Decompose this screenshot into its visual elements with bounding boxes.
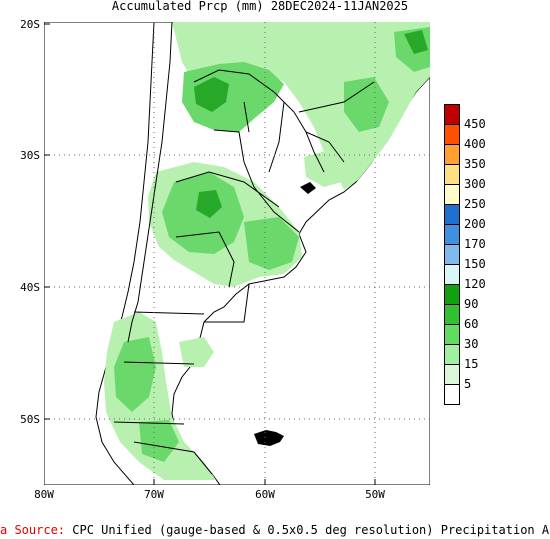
legend-swatch [444, 264, 460, 285]
precip-dark [194, 30, 428, 218]
legend-swatch [444, 344, 460, 365]
lon-label-70w: 70W [144, 488, 164, 501]
legend-label: 300 [464, 177, 486, 191]
legend-swatch [444, 224, 460, 245]
source-text: CPC Unified (gauge-based & 0.5x0.5 deg r… [72, 523, 550, 537]
legend-label: 400 [464, 137, 486, 151]
legend-label: 5 [464, 377, 472, 391]
legend-swatch [444, 144, 460, 165]
lon-label-60w: 60W [255, 488, 275, 501]
legend-label: 150 [464, 257, 486, 271]
data-source-footer: a Source: CPC Unified (gauge-based & 0.5… [0, 523, 550, 537]
map-title: Accumulated Prcp (mm) 28DEC2024-11JAN202… [111, 0, 409, 13]
lat-label-20s: 20S [20, 18, 40, 31]
legend-label: 350 [464, 157, 486, 171]
legend-swatch [444, 324, 460, 345]
legend-label: 450 [464, 117, 486, 131]
legend-swatch [444, 284, 460, 305]
legend-label: 30 [464, 337, 479, 351]
legend-swatch [444, 364, 460, 385]
legend-swatch [444, 104, 460, 125]
legend-label: 15 [464, 357, 479, 371]
tick-marks [44, 23, 376, 485]
legend-label: 170 [464, 237, 486, 251]
lat-label-50s: 50S [20, 413, 40, 426]
legend-swatch [444, 124, 460, 145]
legend-label: 90 [464, 297, 479, 311]
legend-swatch [444, 184, 460, 205]
island [300, 182, 316, 194]
lat-label-30s: 30S [20, 149, 40, 162]
lat-label-40s: 40S [20, 281, 40, 294]
lon-label-80w: 80W [34, 488, 54, 501]
legend-swatch [444, 164, 460, 185]
legend-swatch [444, 204, 460, 225]
legend-swatch [444, 244, 460, 265]
legend-label: 200 [464, 217, 486, 231]
falkland-islands [254, 430, 284, 446]
legend-label: 120 [464, 277, 486, 291]
precip-mid [114, 27, 430, 462]
grid-lines [44, 22, 430, 485]
map-panel [44, 22, 430, 485]
source-label: a Source: [0, 523, 66, 537]
lon-label-50w: 50W [365, 488, 385, 501]
legend-label: 250 [464, 197, 486, 211]
legend-swatch [444, 384, 460, 405]
borders [113, 22, 375, 475]
precipitation-map [44, 22, 430, 485]
legend-swatch [444, 304, 460, 325]
legend-label: 60 [464, 317, 479, 331]
